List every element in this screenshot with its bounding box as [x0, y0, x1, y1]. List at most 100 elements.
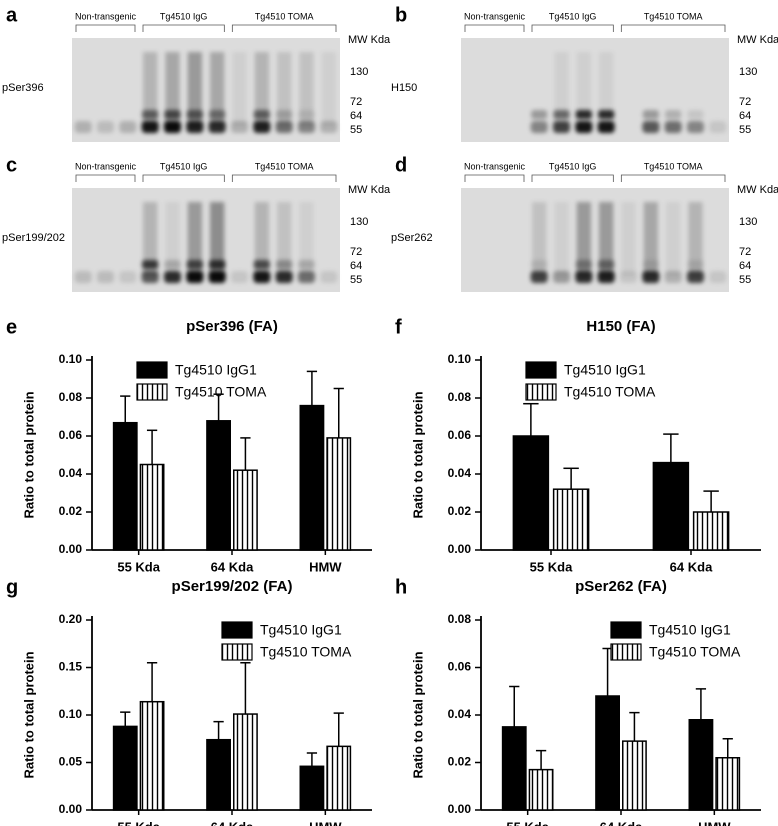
- blot-smear: [599, 52, 614, 126]
- blot-band: [597, 121, 615, 133]
- bar: [112, 421, 138, 551]
- blot-label: pSer396: [2, 82, 44, 94]
- panel-letter: e: [6, 316, 17, 338]
- blot-smear: [210, 52, 225, 126]
- x-tick-label: 55 Kda: [506, 819, 549, 826]
- legend-swatch: [221, 643, 253, 661]
- group-label: Tg4510 IgG: [160, 161, 208, 171]
- y-tick-label: 0.00: [59, 802, 83, 816]
- blot-band: [253, 110, 270, 119]
- bar: [512, 435, 550, 551]
- blot-band: [276, 260, 293, 269]
- x-tick-label: 64 Kda: [670, 559, 713, 574]
- y-tick-label: 0.10: [448, 352, 472, 366]
- blot-band: [320, 271, 338, 283]
- y-tick-label: 0.10: [59, 707, 83, 721]
- blot-band: [687, 110, 704, 119]
- blot-band: [597, 271, 615, 283]
- bar: [688, 719, 714, 811]
- blot-smear: [165, 202, 180, 276]
- blot-band: [620, 271, 637, 283]
- blot-smear: [254, 202, 269, 276]
- mw-marker: 72: [739, 246, 751, 258]
- blot-smear: [232, 52, 247, 126]
- panel-letter: f: [395, 316, 402, 338]
- blot-band: [208, 121, 226, 133]
- group-bracket: [531, 174, 614, 182]
- y-tick-label: 0.04: [448, 707, 472, 721]
- group-bracket: [620, 24, 726, 32]
- blot-band: [141, 121, 159, 133]
- legend-swatch: [136, 383, 168, 401]
- y-tick-label: 0.05: [59, 755, 83, 769]
- blot-band: [709, 271, 727, 283]
- legend-label: Tg4510 IgG1: [260, 622, 342, 638]
- blot-smear: [688, 202, 703, 276]
- legend-label: Tg4510 TOMA: [649, 644, 741, 660]
- blot-band: [298, 110, 315, 119]
- blot-band: [575, 110, 592, 119]
- blot-image: [72, 188, 340, 292]
- blot-band: [186, 110, 203, 119]
- bar: [622, 740, 647, 811]
- blot-band: [642, 110, 659, 119]
- blot-band: [74, 121, 92, 133]
- mw-marker: 130: [739, 216, 757, 228]
- y-axis-label: Ratio to total protein: [410, 651, 425, 778]
- blot-band: [530, 271, 548, 283]
- legend-label: Tg4510 IgG1: [564, 362, 646, 378]
- y-tick-label: 0.08: [448, 612, 472, 626]
- blot-smear: [187, 202, 202, 276]
- legend-label: Tg4510 TOMA: [260, 644, 352, 660]
- bar: [139, 700, 165, 811]
- blot-smear: [554, 202, 569, 276]
- bar: [715, 757, 741, 811]
- blot-band: [575, 121, 593, 133]
- y-tick-label: 0.08: [448, 390, 472, 404]
- blot-label: pSer262: [391, 232, 433, 244]
- blot-band: [709, 121, 727, 133]
- bar: [652, 461, 690, 551]
- blot-smear: [277, 52, 292, 126]
- x-tick-label: HMW: [309, 559, 342, 574]
- group-label: Non-transgenic: [75, 161, 137, 171]
- blot-band: [664, 121, 682, 133]
- blot-band: [97, 271, 114, 283]
- legend-swatch: [525, 361, 557, 379]
- bar: [595, 695, 621, 811]
- blot-smear: [254, 52, 269, 126]
- panel-letter: a: [6, 4, 18, 26]
- y-tick-label: 0.00: [59, 542, 83, 556]
- blot-band: [531, 110, 548, 119]
- x-tick-label: 55 Kda: [530, 559, 573, 574]
- group-bracket: [142, 24, 225, 32]
- blot-band: [231, 271, 248, 283]
- group-bracket: [464, 174, 525, 182]
- y-tick-label: 0.00: [448, 802, 472, 816]
- bar: [139, 463, 165, 551]
- group-label: Non-transgenic: [75, 11, 137, 21]
- blot-band: [164, 260, 181, 269]
- bar: [112, 725, 138, 811]
- y-tick-label: 0.10: [59, 352, 83, 366]
- y-tick-label: 0.20: [59, 612, 83, 626]
- blot-band: [119, 271, 137, 283]
- blot-band: [575, 260, 592, 269]
- blot-label: pSer199/202: [2, 232, 65, 244]
- bar: [326, 437, 352, 551]
- bar: [299, 765, 325, 811]
- blot-band: [598, 260, 615, 269]
- x-tick-label: 55 Kda: [117, 819, 160, 826]
- blot-band: [642, 260, 659, 269]
- bar: [552, 488, 590, 551]
- group-bracket: [231, 24, 337, 32]
- y-tick-label: 0.02: [59, 504, 83, 518]
- group-label: Tg4510 TOMA: [644, 161, 703, 171]
- group-bracket: [75, 174, 136, 182]
- blot-image: [72, 38, 340, 142]
- blot-band: [687, 271, 704, 283]
- mw-marker: 55: [739, 274, 751, 286]
- group-bracket: [464, 24, 525, 32]
- panel-letter: g: [6, 576, 18, 598]
- blot-band: [298, 260, 315, 269]
